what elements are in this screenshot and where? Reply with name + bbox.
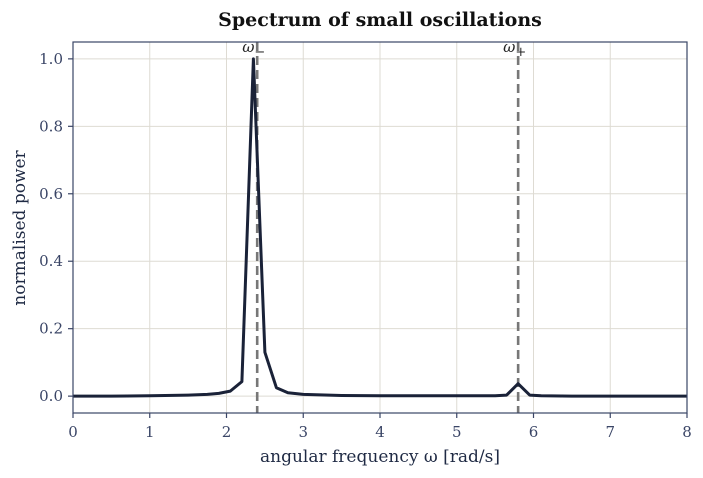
y-tick-label: 0.6 (39, 185, 63, 203)
chart-title: Spectrum of small oscillations (218, 9, 542, 31)
y-tick-label: 0.8 (39, 117, 63, 135)
power-spectrum-line (73, 57, 687, 398)
x-tick-label: 7 (605, 423, 615, 441)
x-tick-label: 2 (222, 423, 232, 441)
frequency-marker-label: ω− (242, 38, 265, 60)
x-tick-label: 5 (452, 423, 462, 441)
grid-lines (72, 42, 688, 413)
x-tick-label: 6 (529, 423, 539, 441)
frequency-marker-label: ω+ (503, 38, 526, 60)
y-tick-label: 1.0 (39, 50, 63, 68)
x-axis-ticks: 0 1 2 3 4 5 6 7 8 (68, 413, 692, 441)
y-tick-label: 0.2 (39, 320, 63, 338)
y-axis-ticks: 0.0 0.2 0.4 0.6 0.8 1.0 (39, 50, 73, 405)
x-tick-label: 8 (682, 423, 692, 441)
series-layer (73, 57, 687, 398)
x-axis-label: angular frequency ω [rad/s] (260, 447, 500, 467)
y-axis-label: normalised power (10, 149, 30, 305)
frequency-markers: ω− ω+ (242, 38, 526, 413)
x-tick-label: 0 (68, 423, 78, 441)
x-tick-label: 1 (145, 423, 155, 441)
y-tick-label: 0.4 (39, 252, 63, 270)
x-tick-label: 4 (375, 423, 385, 441)
y-tick-label: 0.0 (39, 387, 63, 405)
x-tick-label: 3 (298, 423, 308, 441)
